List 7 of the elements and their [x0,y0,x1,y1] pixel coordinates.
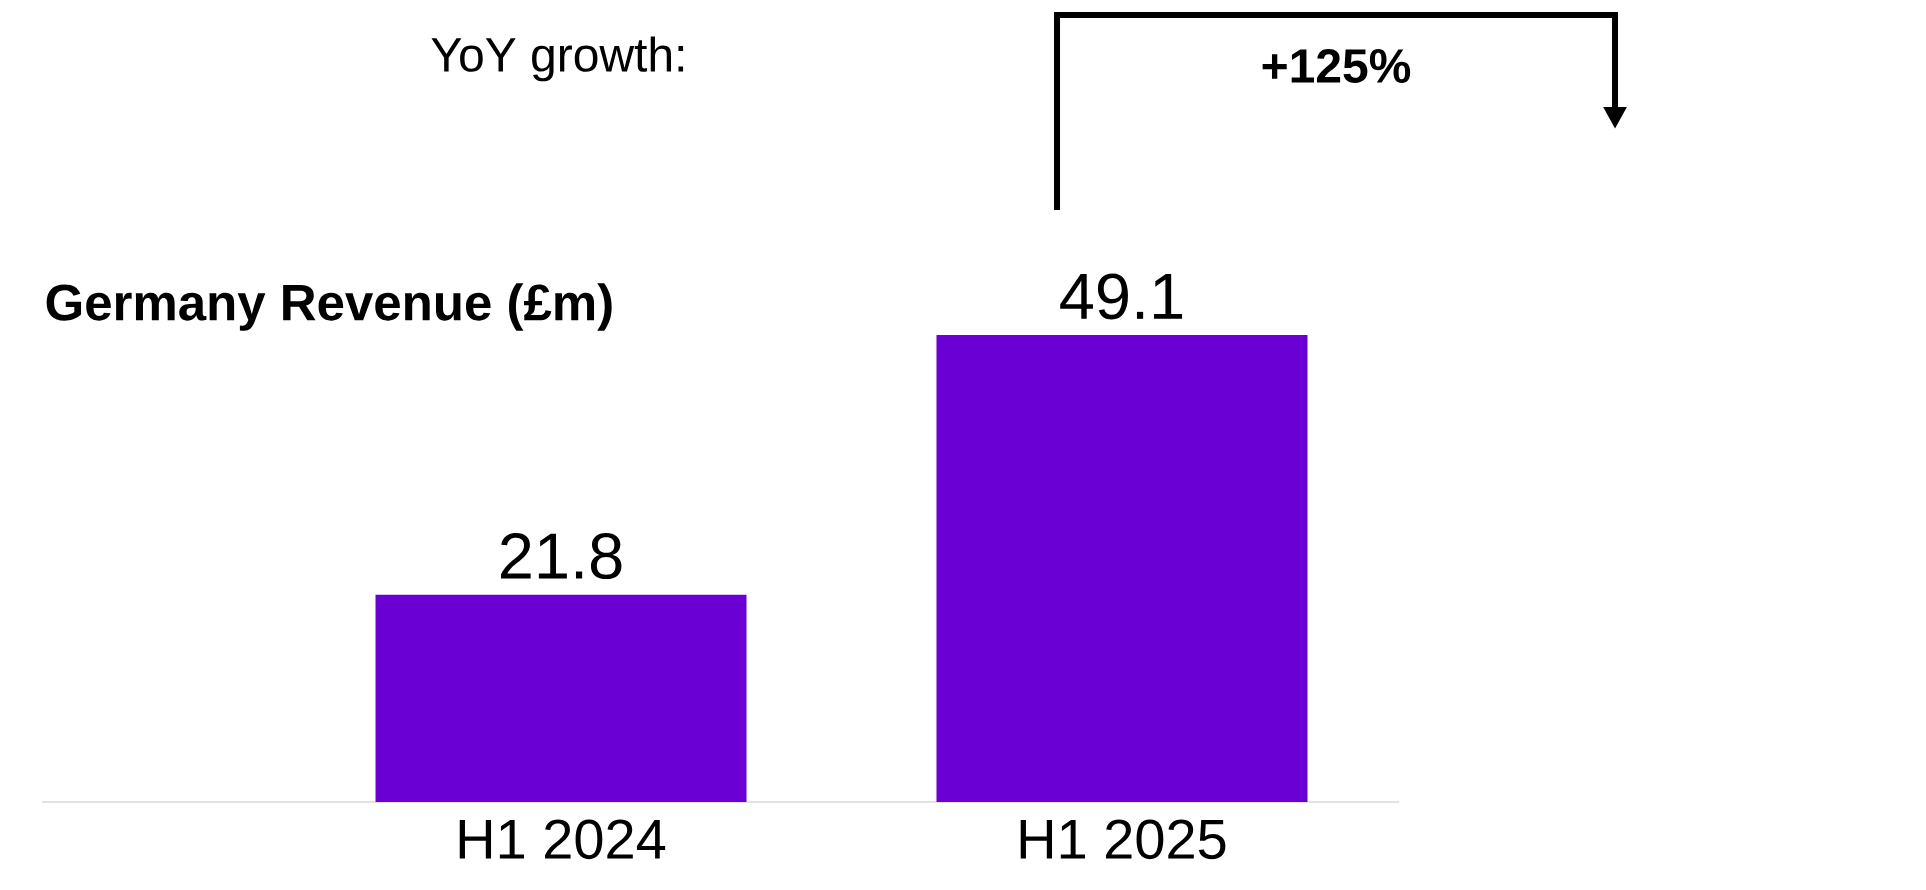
data-label: 49.1 [1060,273,1183,320]
text: +125% [1262,48,1411,83]
x-tick-label: H1 2024 [459,819,666,860]
x-tick-label: H1 2025 [1020,819,1226,860]
y-axis-title: Germany Revenue (£m) [46,283,612,331]
text: YoY growth: [431,36,684,82]
data-label: 21.8 [501,533,622,580]
